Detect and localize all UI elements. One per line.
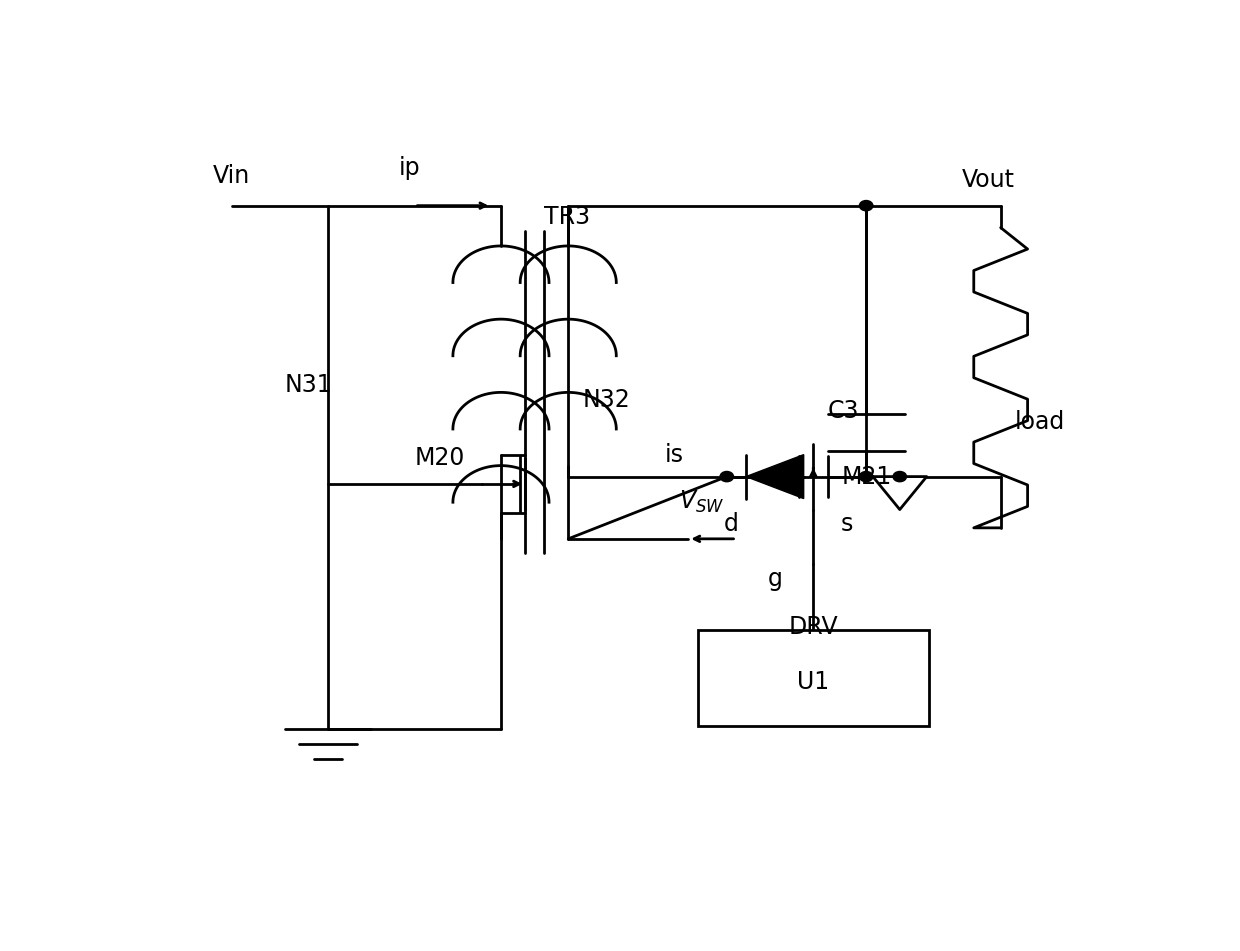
Text: N31: N31: [285, 373, 332, 398]
Circle shape: [720, 472, 734, 482]
Text: TR3: TR3: [544, 204, 590, 228]
Circle shape: [859, 472, 873, 482]
Text: C3: C3: [828, 398, 859, 422]
Bar: [698, 631, 929, 726]
Text: $V_{SW}$: $V_{SW}$: [678, 489, 724, 515]
Text: M20: M20: [414, 446, 465, 471]
Text: s: s: [841, 513, 853, 536]
Text: d: d: [724, 513, 739, 536]
Polygon shape: [873, 476, 926, 510]
Text: ip: ip: [399, 156, 420, 180]
Text: Vout: Vout: [962, 168, 1016, 192]
Text: g: g: [768, 567, 782, 592]
Text: M21: M21: [842, 465, 893, 489]
Text: Vin: Vin: [213, 165, 250, 188]
Text: U1: U1: [797, 670, 830, 693]
Text: is: is: [665, 442, 683, 467]
Circle shape: [859, 201, 873, 211]
Circle shape: [893, 472, 906, 482]
Text: load: load: [1016, 410, 1065, 434]
Text: N32: N32: [583, 388, 630, 412]
Polygon shape: [746, 455, 804, 498]
Text: DRV: DRV: [789, 614, 838, 639]
